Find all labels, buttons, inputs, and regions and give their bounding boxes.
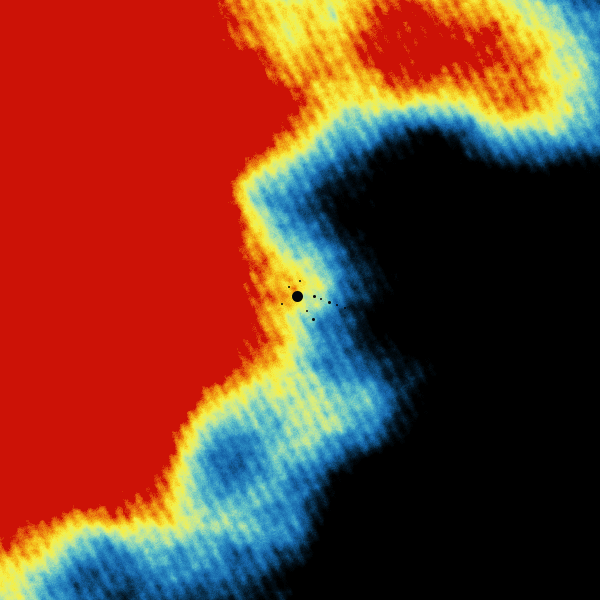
imagery-viewer[interactable] (0, 0, 600, 600)
false-color-raster[interactable] (0, 0, 600, 600)
